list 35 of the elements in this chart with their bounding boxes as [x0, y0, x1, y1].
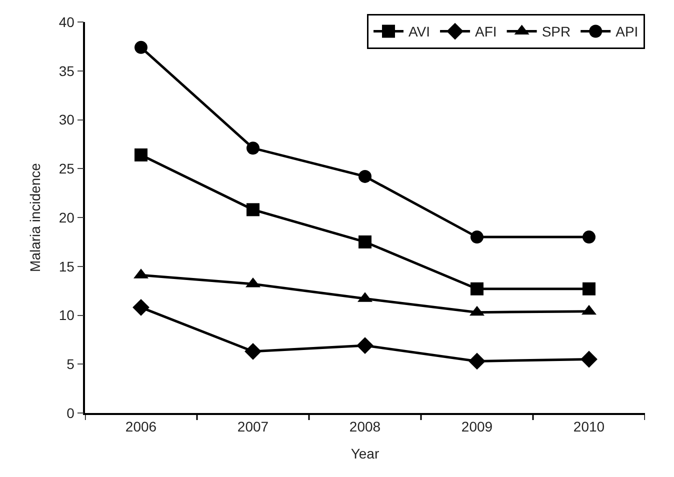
point [244, 342, 262, 360]
point [134, 40, 148, 54]
x-tick-label: 2006 [125, 418, 157, 435]
x-tick-label: 2008 [349, 418, 381, 435]
legend-label: AFI [475, 24, 497, 40]
y-tick-label: 0 [66, 404, 75, 421]
point [470, 230, 484, 244]
point [468, 352, 486, 370]
point [358, 235, 372, 248]
point [246, 142, 260, 155]
x-tick-label: 2007 [237, 418, 269, 435]
point [132, 298, 150, 316]
x-tick-label: 2009 [461, 418, 493, 435]
legend-label: SPR [542, 24, 571, 40]
y-tick-label: 20 [58, 209, 75, 226]
point [358, 170, 372, 183]
point [470, 282, 484, 296]
point [582, 230, 596, 244]
y-tick-label: 30 [58, 112, 75, 128]
y-tick-label: 40 [58, 14, 75, 30]
y-tick-label: 15 [58, 258, 75, 274]
legend-label: AVI [408, 24, 430, 40]
legend-label: API [616, 24, 638, 40]
point [134, 148, 148, 162]
y-tick-label: 35 [58, 62, 75, 79]
point [582, 282, 596, 296]
point [356, 337, 374, 354]
y-tick-label: 5 [66, 356, 75, 372]
y-axis-title: Malaria incidence [26, 162, 43, 272]
point [580, 350, 598, 368]
y-tick-label: 10 [58, 307, 75, 324]
point [246, 203, 260, 216]
x-axis-title: Year [350, 445, 380, 462]
y-tick-label: 25 [58, 160, 75, 177]
x-tick-label: 2010 [573, 418, 605, 435]
